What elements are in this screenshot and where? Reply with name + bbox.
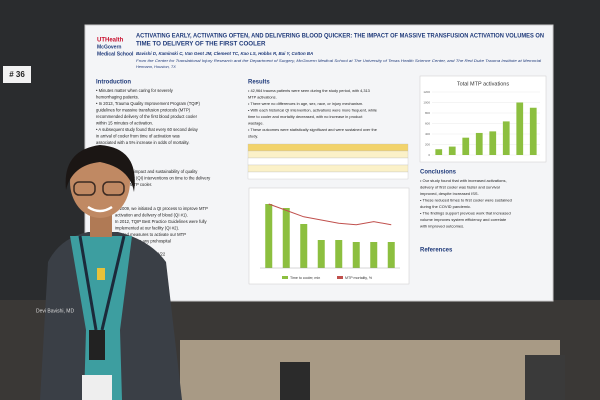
bar — [448, 146, 456, 155]
legend-label: Time to cooler, min — [290, 276, 320, 280]
poster-number: # 36 — [9, 70, 25, 79]
bar — [300, 224, 308, 268]
section-line: • These outcomes were statistically sign… — [248, 127, 377, 132]
section-line: study. — [248, 134, 258, 139]
lanyard — [78, 235, 126, 331]
section-line: hemorrhaging patients. — [96, 95, 139, 100]
authors: Bavishi D, Kaminski C, Van Gent JM, Clem… — [136, 51, 313, 56]
section-line: • In 2013, Trauma Quality Improvement Pr… — [96, 101, 200, 106]
table-row — [247, 164, 409, 173]
bystander-legs — [280, 362, 310, 400]
table-row — [247, 171, 409, 180]
bar — [516, 102, 524, 155]
bar — [317, 240, 325, 268]
bar — [462, 137, 470, 155]
legend-label: MTP mortality, % — [345, 276, 373, 280]
line — [268, 203, 392, 226]
chart-title: Total MTP activations — [457, 81, 509, 87]
bar — [529, 107, 537, 155]
section-line: In 2012, TQIP Best Practice Guidelines w… — [115, 219, 207, 224]
bystander-right — [525, 355, 565, 400]
section-line: delivery of first cooler was faster and … — [420, 185, 500, 190]
bar — [502, 121, 510, 155]
section-line: • With each historical QI intervention, … — [248, 108, 377, 113]
bar — [265, 204, 273, 268]
section-line: recommended delivery of the first blood … — [96, 114, 198, 119]
chart-box — [248, 187, 410, 285]
section-line: wastage. — [248, 121, 264, 126]
table-row — [247, 157, 409, 166]
table-row — [247, 143, 409, 152]
section-line: • Our study found that with increased ac… — [420, 178, 507, 183]
y-tick-label: 800 — [425, 111, 430, 115]
bar — [352, 242, 360, 268]
y-tick-label: 600 — [425, 121, 430, 125]
badge-clip — [89, 330, 105, 360]
section-line: guidelines for massive transfusion proto… — [96, 108, 191, 113]
section-line: • The findings support previous work tha… — [420, 211, 511, 216]
floor-light — [180, 340, 560, 400]
section-line: during the COVID pandemic. — [420, 204, 471, 209]
section-line: associated with a 5% increase in odds of… — [96, 140, 190, 145]
section-line: volume improves system efficiency and co… — [420, 217, 507, 222]
section-heading: Introduction — [96, 80, 131, 86]
smile — [87, 205, 113, 213]
y-tick-label: 400 — [425, 132, 430, 136]
badge-card — [82, 375, 112, 400]
section-line: ssess the impact and sustainability of q… — [115, 169, 198, 174]
bar — [435, 149, 443, 155]
section-line: in arrival of cooler from time of activa… — [96, 134, 180, 139]
section-line: ABC score) or any prehospital — [115, 239, 171, 244]
y-tick-label: 1000 — [423, 100, 430, 104]
logo-text: UTHealth — [97, 38, 124, 44]
section-line: within 15 minutes of activation. — [96, 121, 153, 126]
section-line: provement (QI) interventions on time to … — [115, 176, 211, 181]
badge-name: Devi Bavishi, MD — [36, 308, 74, 314]
hair — [65, 145, 135, 192]
section-line: mented measures to activate our MTP — [115, 232, 186, 237]
section-line: • A subsequent study found that every 60… — [96, 127, 199, 132]
section-heading: Conclusions — [420, 170, 457, 176]
glasses-right — [102, 181, 125, 196]
bar — [335, 240, 343, 268]
y-tick-label: 1200 — [423, 90, 430, 94]
number-tag — [3, 66, 31, 83]
section-line: with improved outcomes. — [420, 224, 464, 229]
y-tick-label: 0 — [428, 153, 430, 157]
section-line: In 2009, we initiated a QI process to im… — [115, 206, 208, 211]
affiliation: From the Center for Translational Injury… — [136, 58, 541, 63]
legend-swatch — [282, 276, 288, 279]
bar — [387, 242, 395, 268]
affiliation: Hermann, Houston, TX — [136, 64, 176, 69]
section-line: • These reduced times to first cooler we… — [420, 198, 512, 203]
bar — [489, 131, 497, 155]
section-line: • Minutes matter when caring for severel… — [96, 88, 174, 93]
bar — [282, 208, 290, 268]
logo-text: McGovern — [97, 44, 121, 50]
poster-title: TIME TO DELIVERY OF THE FIRST COOLER — [136, 41, 266, 48]
person: Devi Bavishi, MD — [36, 145, 182, 400]
glasses-left — [73, 181, 96, 196]
section-line: MTP activations. — [248, 95, 277, 100]
bar — [370, 242, 378, 268]
legend-swatch — [337, 276, 343, 279]
y-tick-label: 200 — [425, 142, 430, 146]
section-heading: Results — [248, 80, 270, 86]
table-row — [247, 150, 409, 159]
section-line: • There were no differences in age, sex,… — [248, 101, 363, 106]
section-line: activation and delivery of blood (QI #1)… — [115, 213, 188, 218]
section-line: implemented at our facility (QI #2). — [115, 226, 179, 231]
chart-box — [419, 75, 547, 163]
logo-text: Medical School — [97, 51, 134, 57]
bar — [475, 132, 483, 155]
section-line: improved, despite increased ISS. — [420, 191, 479, 196]
section-line: time to cooler and mortality decreased, … — [248, 114, 363, 119]
section-line: • 42,964 trauma patients were seen durin… — [248, 88, 370, 93]
poster-title: ACTIVATING EARLY, ACTIVATING OFTEN, AND … — [136, 33, 544, 40]
pin — [97, 268, 105, 280]
section-heading: References — [420, 248, 453, 254]
